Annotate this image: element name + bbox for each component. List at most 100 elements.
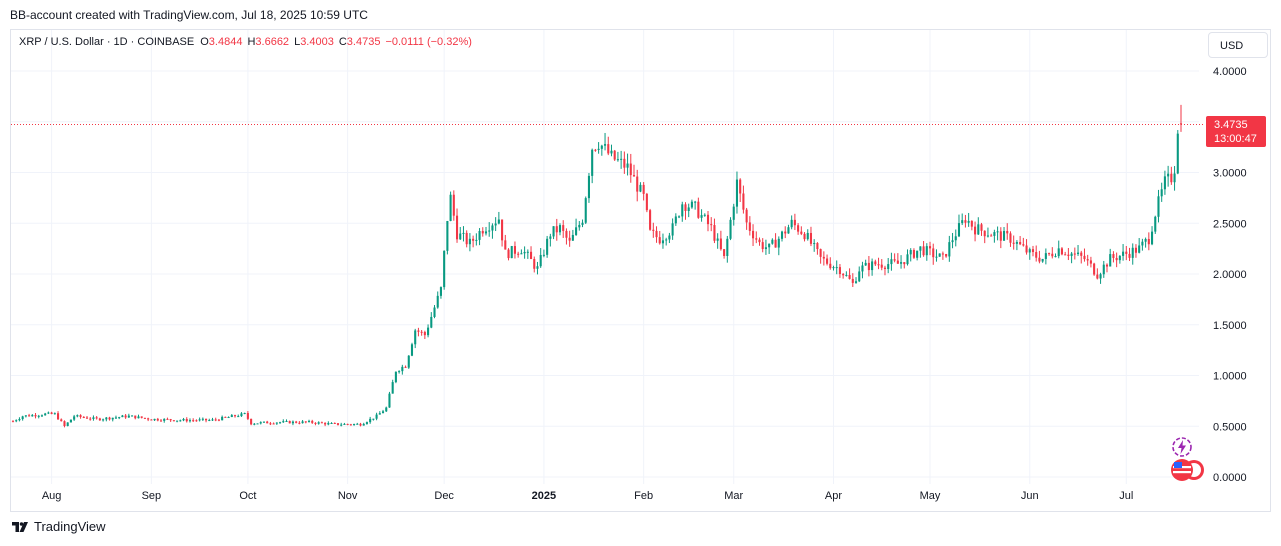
candle-body [584,198,587,223]
candle-body [108,417,111,420]
candle-body [311,420,314,423]
candle-body [176,420,179,422]
candle-body [494,223,497,226]
candle-body [723,249,726,256]
y-tick-label: 1.0000 [1213,371,1247,383]
candle-body [85,417,89,419]
candle-body [665,239,668,241]
candle-body [713,225,716,241]
candle-body [909,250,912,255]
candle-body [333,423,336,425]
candle-body [880,264,883,268]
currency-button[interactable]: USD [1208,32,1268,58]
x-tick-label: Dec [434,490,454,502]
candle-body [394,371,397,383]
candle-body [266,421,269,424]
candle-body [639,184,642,192]
candle-body [893,259,896,261]
candle-body [478,231,481,240]
candle-body [449,194,452,221]
candle-body [957,223,961,237]
candle-body [34,415,37,417]
candle-body [719,238,722,250]
candle-body [18,419,21,421]
candle-body [999,231,1002,241]
candle-body [851,278,854,283]
candle-body [185,419,188,422]
symbol-label[interactable]: XRP / U.S. Dollar · 1D · COINBASE [19,36,195,48]
candle-body [745,209,748,223]
candle-body [1048,253,1051,255]
candle-body [372,418,375,420]
candle-body [114,417,118,419]
candle-body [44,413,47,416]
candle-body [919,246,922,251]
candle-body [504,240,507,250]
candle-body [95,417,98,419]
candle-body [369,418,372,423]
y-tick-label: 4.0000 [1213,66,1247,78]
candle-body [816,243,819,250]
candle-body [105,417,108,420]
candle-body [517,253,520,255]
candle-body [1060,248,1063,255]
candle-body [452,194,455,216]
candle-body [706,214,710,225]
candle-body [752,230,755,239]
candle-body [1076,252,1080,254]
candle-body [1109,254,1112,267]
candle-body [121,415,124,418]
candle-body [1067,254,1070,256]
candle-body [82,416,85,418]
candle-body [295,421,298,423]
candle-body [1009,233,1012,243]
candle-body [1093,263,1096,275]
candle-body [896,260,899,264]
candle-body [501,219,504,241]
candle-body [964,220,967,223]
candle-body [301,421,304,424]
candle-body [378,413,381,415]
candle-body [990,235,993,237]
candle-body [417,330,420,332]
candle-body [591,149,594,176]
candle-body [462,232,465,234]
candle-body [11,421,15,423]
candle-body [655,230,658,238]
candle-body [832,267,835,269]
candle-body [102,419,105,421]
candle-body [790,219,793,228]
candle-body [687,207,690,211]
candle-body [764,247,767,250]
candle-body [472,238,475,241]
candle-body [349,424,352,426]
candle-body [925,246,928,256]
candle-body [1167,173,1170,177]
candle-body [565,230,568,238]
candle-body [758,239,761,243]
tradingview-brand[interactable]: TradingView [10,519,106,534]
candle-body [1006,231,1009,234]
candle-body [661,240,665,244]
change-value: −0.0111 (−0.32%) [385,36,472,48]
candle-body [262,421,266,423]
candle-body [381,411,385,414]
candle-body [546,238,549,255]
candle-body [887,264,890,269]
candle-body [63,421,66,426]
y-tick-label: 1.5000 [1213,320,1247,332]
candle-body [1051,253,1054,257]
candle-body [742,193,745,210]
candle-body [1054,256,1057,258]
candle-body [459,233,462,240]
candle-body [729,219,732,239]
candle-body [616,159,619,161]
candle-body [571,234,574,241]
lightning-icon[interactable] [1170,435,1194,459]
candle-body [282,421,285,423]
candle-body [629,163,632,176]
us-flag-icon[interactable] [1168,457,1208,483]
candle-body [967,220,970,223]
candle-body [60,419,63,422]
